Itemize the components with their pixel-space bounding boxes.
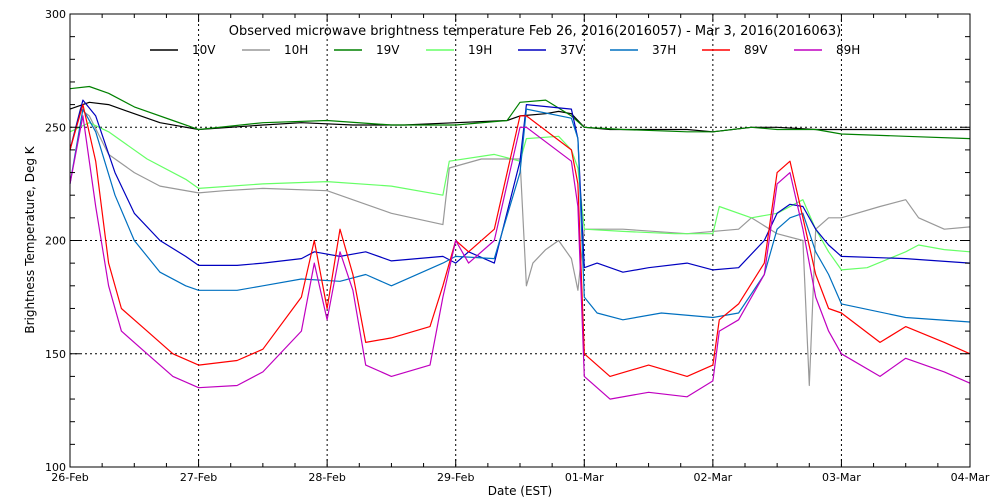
x-tick-label: 29-Feb [437,471,474,484]
legend-label-19v: 19V [376,43,400,57]
y-tick-label: 150 [45,348,66,361]
series-line-37v [69,99,971,273]
x-tick-label: 28-Feb [308,471,345,484]
series-line-89v [69,103,971,377]
series-line-10v [69,101,970,133]
x-tick-label: 01-Mar [565,471,604,484]
y-axis-label: Brightness Temperature, Deg K [23,145,37,333]
series-line-19v [69,85,971,140]
legend-label-89v: 89V [744,43,768,57]
axis-ticks [69,13,971,468]
x-tick-label: 02-Mar [693,471,732,484]
series-line-37h [69,108,971,323]
series-line-19h [69,122,971,271]
legend-label-89h: 89H [836,43,860,57]
y-tick-label: 200 [45,235,66,248]
y-tick-label: 250 [45,121,66,134]
y-tick-label: 300 [45,8,66,21]
x-tick-label: 04-Mar [951,471,990,484]
series-lines [69,85,971,400]
y-tick-label: 100 [45,461,66,474]
y-tick-labels: 100 150 200 250 300 [45,8,66,474]
legend-label-10h: 10H [284,43,308,57]
x-tick-label: 03-Mar [822,471,861,484]
legend-label-37v: 37V [560,43,584,57]
legend-label-10v: 10V [192,43,216,57]
x-tick-labels: 26-Feb 27-Feb 28-Feb 29-Feb 01-Mar 02-Mar 03-M… [51,471,990,484]
grid-lines [70,14,970,467]
series-line-10h [69,108,971,387]
chart-title: Observed microwave brightness temperatur… [229,24,841,39]
x-tick-label: 26-Feb [51,471,88,484]
series-line-89h [69,115,971,400]
x-axis-label: Date (EST) [488,484,552,498]
legend-label-19h: 19H [468,43,492,57]
legend-label-37h: 37H [652,43,676,57]
x-tick-label: 27-Feb [180,471,217,484]
legend: 10V 10H 19V 19H 37V 37H 89V 89H [150,43,860,57]
